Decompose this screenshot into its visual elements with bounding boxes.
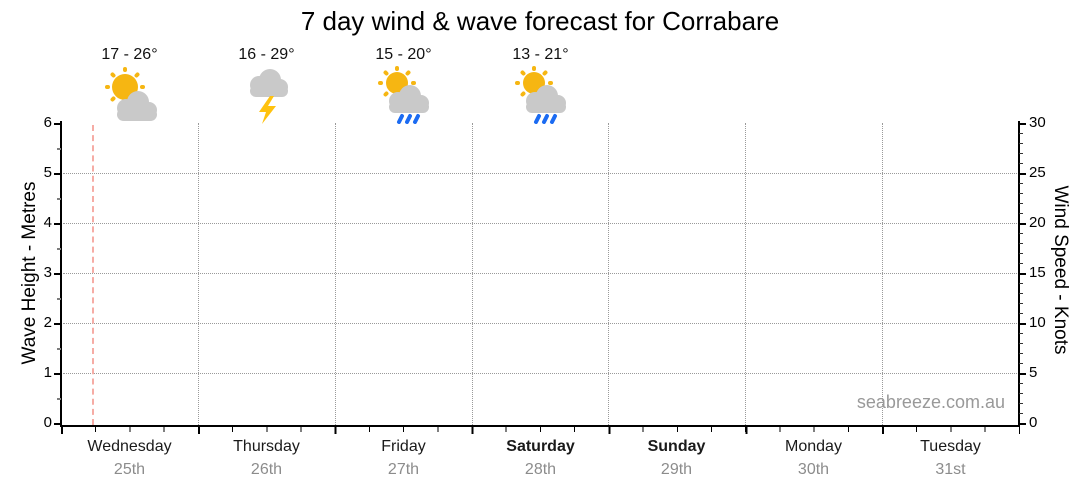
temp-range-friday: 15 - 20°: [375, 46, 432, 63]
right-tick-10: 10: [1029, 314, 1046, 331]
day-label-monday: Monday 30th: [785, 438, 842, 478]
day-label-thursday: Thursday 26th: [233, 438, 300, 478]
temp-range-saturday: 13 - 21°: [512, 46, 569, 63]
gridline-day-saturday: [472, 123, 473, 425]
temp-range-thursday: 16 - 29°: [238, 46, 295, 63]
day-label-wednesday: Wednesday 25th: [87, 438, 172, 478]
gridline-day-thursday: [198, 123, 199, 425]
left-axis-major-ticks: [54, 123, 61, 425]
gridline-wave-3: [63, 273, 1017, 274]
left-tick-2: 2: [43, 314, 52, 331]
left-tick-0: 0: [43, 414, 52, 431]
chart-title: 7 day wind & wave forecast for Corrabare: [300, 6, 780, 36]
right-axis-major-ticks: [1019, 123, 1026, 425]
day-label-sunday: Sunday 29th: [647, 438, 706, 478]
gridline-day-tuesday: [882, 123, 883, 425]
gridline-day-sunday: [608, 123, 609, 425]
current-time-marker: [92, 125, 94, 425]
left-tick-5: 5: [43, 164, 52, 181]
gridline-day-monday: [745, 123, 746, 425]
right-tick-25: 25: [1029, 164, 1046, 181]
left-tick-3: 3: [43, 264, 52, 281]
day-label-friday: Friday 27th: [381, 438, 426, 478]
gridline-wave-2: [63, 323, 1017, 324]
gridline-wave-1: [63, 373, 1017, 374]
day-label-tuesday: Tuesday 31st: [920, 438, 981, 478]
sun-shower-icon: [335, 66, 472, 124]
temp-range-wednesday: 17 - 26°: [101, 46, 158, 63]
left-tick-6: 6: [43, 114, 52, 131]
partly-cloudy-icon: [61, 66, 198, 124]
left-axis-line: [60, 121, 62, 427]
gridline-wave-4: [63, 223, 1017, 224]
right-tick-30: 30: [1029, 114, 1046, 131]
thunderstorm-icon: [198, 66, 335, 124]
gridline-day-friday: [335, 123, 336, 425]
left-tick-1: 1: [43, 364, 52, 381]
right-tick-20: 20: [1029, 214, 1046, 231]
bottom-axis-line: [60, 425, 1020, 427]
left-axis-title: Wave Height - Metres: [19, 181, 40, 365]
right-tick-15: 15: [1029, 264, 1046, 281]
seabreeze-watermark: seabreeze.com.au: [856, 392, 1005, 412]
right-tick-0: 0: [1029, 414, 1038, 431]
day-label-saturday: Saturday 28th: [506, 438, 575, 478]
bottom-axis-major-ticks: [61, 427, 1020, 434]
sun-shower-icon: [472, 66, 609, 124]
right-tick-5: 5: [1029, 364, 1038, 381]
gridline-wave-5: [63, 173, 1017, 174]
left-tick-4: 4: [43, 214, 52, 231]
right-axis-title: Wind Speed - Knots: [1050, 185, 1071, 355]
